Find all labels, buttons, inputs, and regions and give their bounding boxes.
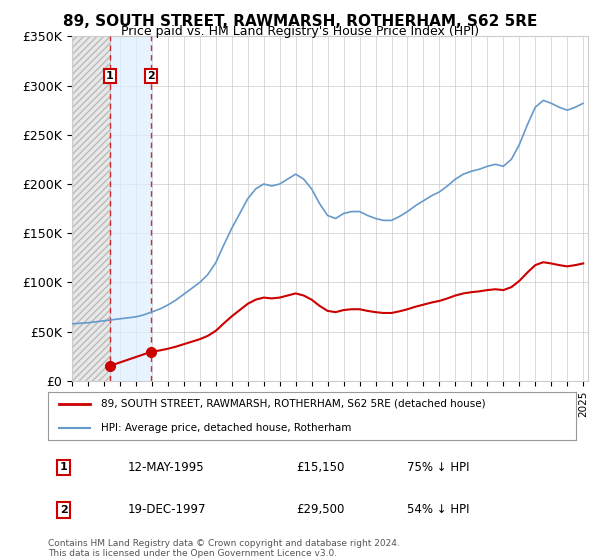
Text: 89, SOUTH STREET, RAWMARSH, ROTHERHAM, S62 5RE (detached house): 89, SOUTH STREET, RAWMARSH, ROTHERHAM, S… [101,399,485,409]
Text: 54% ↓ HPI: 54% ↓ HPI [407,503,470,516]
Text: 1: 1 [60,463,68,472]
Text: 2: 2 [148,71,155,81]
Bar [110,36,151,381]
Text: HPI: Average price, detached house, Rotherham: HPI: Average price, detached house, Roth… [101,423,351,433]
Text: Contains HM Land Registry data © Crown copyright and database right 2024.
This d: Contains HM Land Registry data © Crown c… [48,539,400,558]
Text: 19-DEC-1997: 19-DEC-1997 [127,503,206,516]
Text: £15,150: £15,150 [296,461,344,474]
Bar [72,36,110,381]
Text: £29,500: £29,500 [296,503,344,516]
Text: 89, SOUTH STREET, RAWMARSH, ROTHERHAM, S62 5RE: 89, SOUTH STREET, RAWMARSH, ROTHERHAM, S… [63,14,537,29]
Text: 2: 2 [60,505,68,515]
Text: Price paid vs. HM Land Registry's House Price Index (HPI): Price paid vs. HM Land Registry's House … [121,25,479,38]
Text: 12-MAY-1995: 12-MAY-1995 [127,461,204,474]
Text: 1: 1 [106,71,114,81]
Bar [72,36,110,381]
Text: 75% ↓ HPI: 75% ↓ HPI [407,461,470,474]
